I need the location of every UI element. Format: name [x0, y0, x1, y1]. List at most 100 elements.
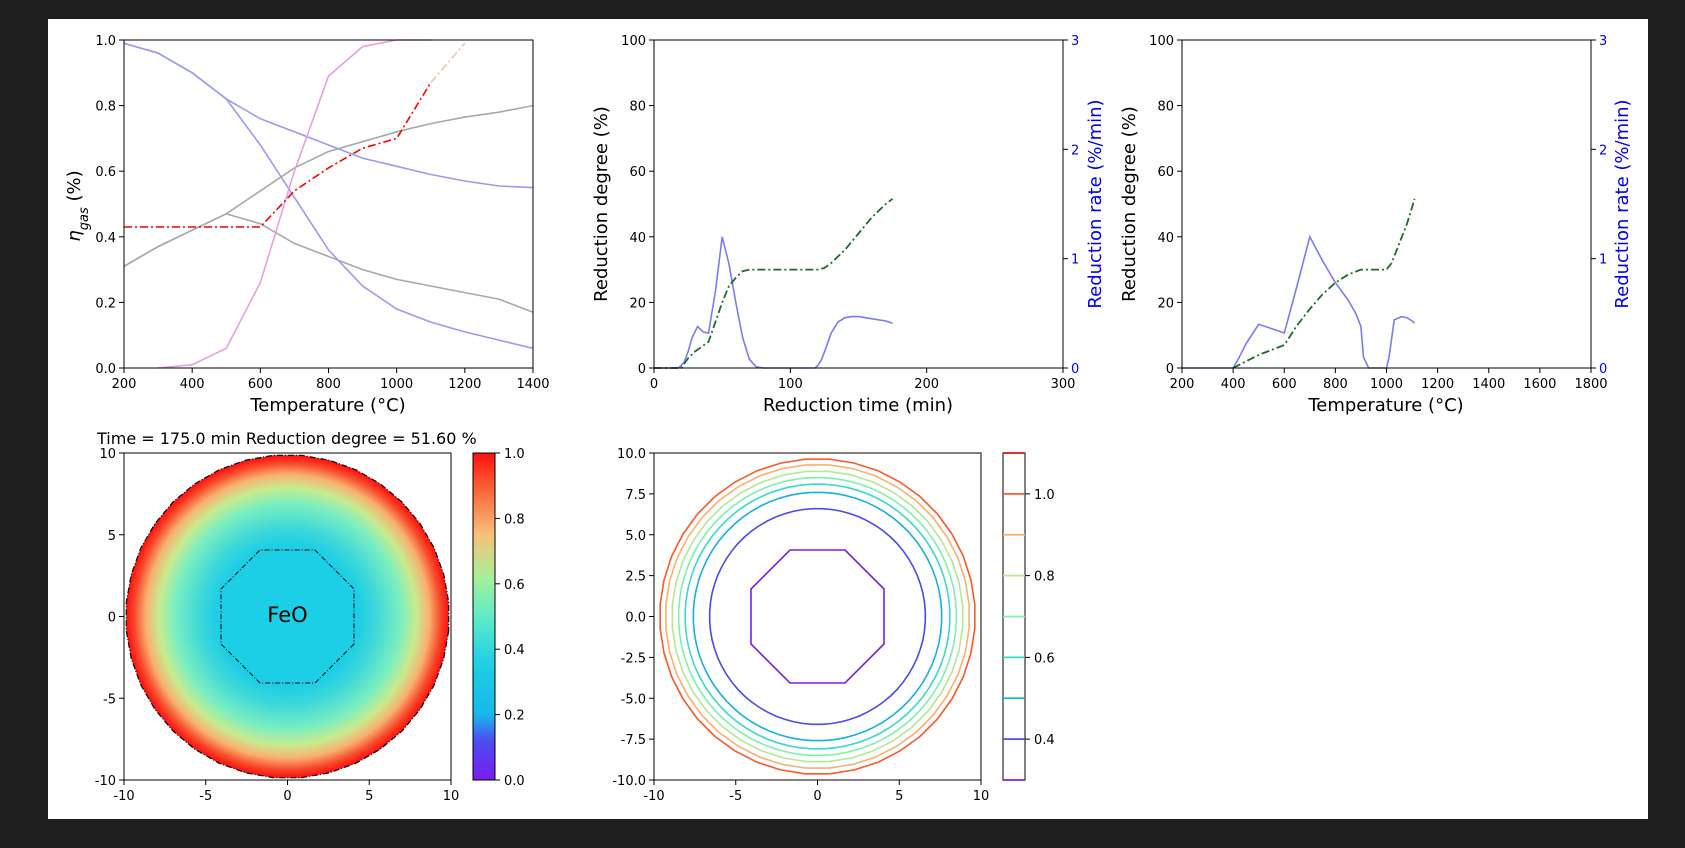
- colorbar-tick-label: 0.4: [504, 643, 525, 658]
- x-tick-label: 1400: [516, 377, 549, 392]
- contour-level: [684, 483, 951, 750]
- series-blue-lower: [123, 42, 534, 350]
- feo-core-boundary: [220, 549, 355, 684]
- y-tick-label: 80: [1157, 100, 1174, 115]
- y-tick-label: 20: [629, 296, 646, 311]
- y-tick-label: 10.0: [617, 447, 646, 462]
- plot-frame: [1181, 39, 1592, 369]
- right-y-tick-label: 1: [1071, 253, 1079, 268]
- colorbar-tick-label: 0.0: [504, 774, 525, 789]
- x-tick-label: -5: [729, 789, 742, 804]
- figure-canvas: 200 400 600 800 1000 1200 14000.00.20.40.60.81…: [64, 34, 1633, 804]
- y-tick-label: 60: [1157, 165, 1174, 180]
- reduction-temperature-chart: 200 400 600 800 1000 1200 1400 1600 180002040608…: [1119, 34, 1633, 416]
- right-y-tick-label: 1: [1599, 253, 1607, 268]
- reduction-degree-line: [1232, 198, 1416, 369]
- right-y-tick-label: 0: [1071, 362, 1079, 377]
- x-tick-label: 200: [112, 377, 137, 392]
- y-tick-label: -2.5: [621, 651, 646, 666]
- series-pink: [158, 39, 431, 369]
- x-tick-label: 400: [1221, 377, 1246, 392]
- x-tick-label: 800: [1323, 377, 1348, 392]
- x-tick-label: 0: [813, 789, 821, 804]
- legend-tick-label: 0.4: [1034, 733, 1055, 748]
- y-tick-label: -10: [95, 774, 116, 789]
- series-red-faded: [430, 42, 466, 84]
- x-tick-label: 1200: [448, 377, 481, 392]
- feo-label: FeO: [267, 603, 307, 627]
- y-tick-label: 0: [1166, 362, 1174, 377]
- colorbar-tick-label: 0.8: [504, 512, 525, 527]
- y-tick-label: 0: [638, 362, 646, 377]
- y-tick-label: 0.8: [95, 100, 116, 115]
- x-tick-label: 300: [1051, 377, 1076, 392]
- map-title: Time = 175.0 min Reduction degree = 51.6…: [96, 429, 477, 448]
- y-axis-label: ηgas (%): [64, 170, 92, 241]
- x-tick-label: 800: [316, 377, 341, 392]
- x-tick-label: 1400: [1472, 377, 1505, 392]
- right-y-tick-label: 3: [1071, 34, 1079, 49]
- y-tick-label: 7.5: [625, 488, 646, 503]
- x-tick-label: -10: [113, 789, 134, 804]
- y-tick-label: -5: [103, 692, 116, 707]
- plot-frame: [653, 452, 982, 781]
- y-tick-label: 0.4: [95, 231, 116, 246]
- right-y-tick-label: 0: [1599, 362, 1607, 377]
- y-tick-label: 20: [1157, 296, 1174, 311]
- y-tick-label: -7.5: [621, 733, 646, 748]
- contour-level: [677, 476, 958, 757]
- x-axis-label: Temperature (°C): [1307, 395, 1463, 416]
- figure: 200 400 600 800 1000 1200 1400 0.0 0.2 0.4 0.6 0.8 1…: [48, 19, 1648, 819]
- contour-level: [692, 491, 943, 742]
- x-tick-label: 1000: [1370, 377, 1403, 392]
- y-axis-label: Reduction degree (%): [591, 106, 612, 302]
- y-tick-label: 100: [1149, 34, 1174, 49]
- x-tick-label: 100: [778, 377, 803, 392]
- contour-level: [665, 464, 970, 769]
- plot-frame: [123, 39, 534, 369]
- y-tick-label: 2.5: [625, 570, 646, 585]
- x-tick-label: 200: [1170, 377, 1195, 392]
- x-tick-label: 1200: [1421, 377, 1454, 392]
- x-tick-label: 400: [180, 377, 205, 392]
- reduction-rate-line: [1182, 234, 1416, 369]
- x-tick-label: 10: [973, 789, 990, 804]
- y-tick-label: 0.0: [95, 362, 116, 377]
- x-axis-label: Temperature (°C): [249, 395, 405, 416]
- y-tick-label: -10.0: [612, 774, 646, 789]
- series-gray-lower: [123, 212, 534, 313]
- y-tick-label: 10: [99, 447, 116, 462]
- x-tick-label: -10: [643, 789, 664, 804]
- x-tick-label: 5: [895, 789, 903, 804]
- series-red: [124, 82, 432, 228]
- y-tick-label: 0.0: [625, 611, 646, 626]
- x-tick-label: 1800: [1574, 377, 1607, 392]
- colorbar-tick-label: 0.2: [504, 709, 525, 724]
- contour-level: [659, 458, 976, 775]
- x-tick-label: 600: [1272, 377, 1297, 392]
- legend-tick-label: 0.6: [1034, 651, 1055, 666]
- right-y-axis-label: Reduction rate (%/min): [1085, 99, 1106, 308]
- x-tick-label: 0: [283, 789, 291, 804]
- x-axis-label: Reduction time (min): [763, 395, 953, 416]
- right-y-tick-label: 2: [1599, 143, 1607, 158]
- colorbar-tick-label: 1.0: [504, 447, 525, 462]
- reduction-degree-line: [654, 198, 894, 369]
- colorbar: [472, 452, 496, 781]
- y-tick-label: 40: [629, 231, 646, 246]
- y-tick-label: -5.0: [621, 692, 646, 707]
- x-tick-label: 200: [914, 377, 939, 392]
- y-tick-label: 1.0: [95, 34, 116, 49]
- series-gray-upper: [123, 104, 534, 267]
- y-tick-label: 100: [621, 34, 646, 49]
- y-tick-label: 0.6: [95, 165, 116, 180]
- contour-level: [750, 549, 885, 684]
- x-tick-label: 10: [443, 789, 460, 804]
- right-y-tick-label: 2: [1071, 143, 1079, 158]
- y-tick-label: 0.2: [95, 296, 116, 311]
- y-axis-label: Reduction degree (%): [1119, 106, 1140, 302]
- y-tick-label: 80: [629, 100, 646, 115]
- y-tick-label: 0: [108, 611, 116, 626]
- x-tick-label: 1600: [1523, 377, 1556, 392]
